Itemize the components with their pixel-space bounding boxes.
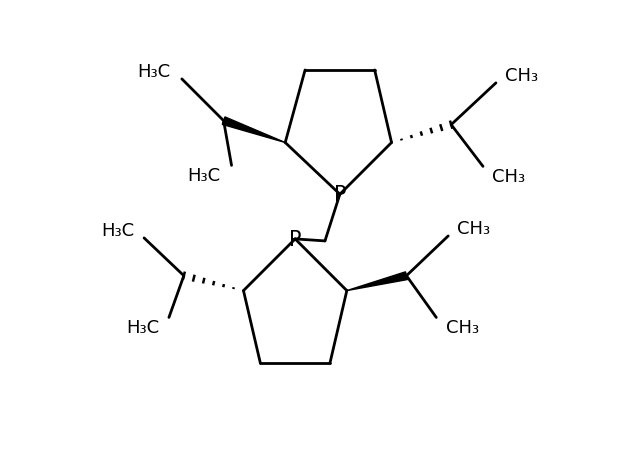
Text: H₃C: H₃C <box>187 167 220 185</box>
Text: P: P <box>333 185 346 205</box>
Text: CH₃: CH₃ <box>505 67 538 85</box>
Text: CH₃: CH₃ <box>458 220 491 238</box>
Text: CH₃: CH₃ <box>445 319 479 336</box>
Text: P: P <box>289 230 301 249</box>
Text: H₃C: H₃C <box>102 221 135 239</box>
Text: CH₃: CH₃ <box>492 168 525 186</box>
Polygon shape <box>222 118 285 143</box>
Text: H₃C: H₃C <box>138 63 171 81</box>
Text: H₃C: H₃C <box>127 319 159 336</box>
Polygon shape <box>347 272 408 291</box>
